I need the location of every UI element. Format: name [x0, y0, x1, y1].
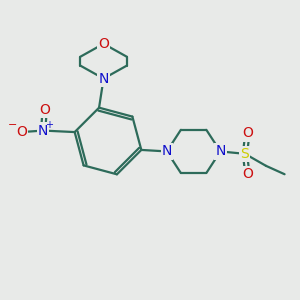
Text: +: +	[45, 120, 53, 130]
Text: O: O	[242, 126, 253, 140]
Text: O: O	[16, 125, 27, 139]
Text: N: N	[215, 144, 226, 158]
Text: N: N	[38, 124, 48, 138]
Text: −: −	[8, 121, 17, 130]
Text: O: O	[98, 37, 109, 51]
Text: S: S	[241, 147, 249, 161]
Text: N: N	[162, 144, 172, 158]
Text: O: O	[39, 103, 50, 117]
Text: O: O	[242, 167, 253, 181]
Text: N: N	[98, 72, 109, 86]
